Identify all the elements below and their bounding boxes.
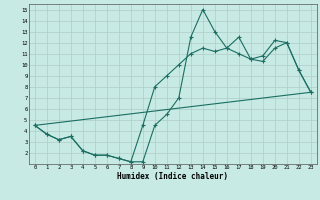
X-axis label: Humidex (Indice chaleur): Humidex (Indice chaleur) xyxy=(117,172,228,181)
